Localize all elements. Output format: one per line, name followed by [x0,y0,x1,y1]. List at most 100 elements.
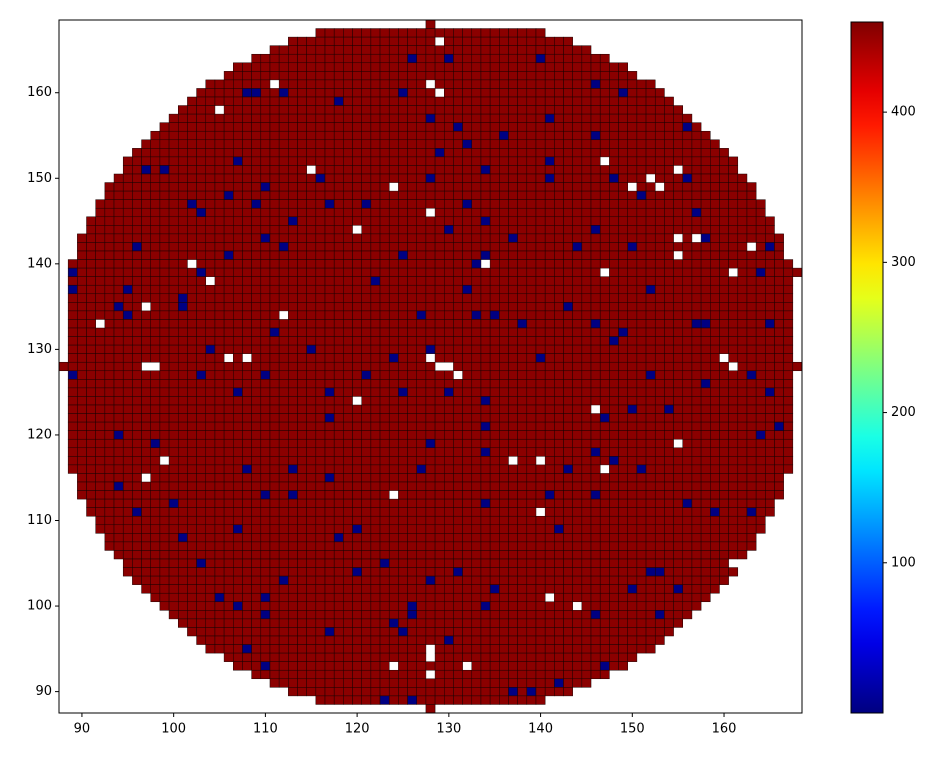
die-cell [343,71,353,81]
die-cell [710,148,720,158]
die-cell [636,575,647,585]
die-cell [489,361,500,372]
die-cell [636,567,647,577]
die-cell [480,96,491,106]
die-cell [86,310,96,320]
die-cell [453,610,463,620]
die-cell [104,498,115,508]
die-cell [278,284,289,295]
die-cell [508,550,518,560]
die-cell [242,541,252,551]
die-cell [168,421,179,431]
die-cell [609,293,619,303]
die-cell [278,584,289,594]
die-cell [370,267,381,277]
die-cell [590,233,601,243]
die-cell [499,173,509,183]
die-cell [673,533,684,543]
die-cell [535,319,546,329]
die-cell [333,225,344,235]
die-cell [233,481,243,491]
die-cell [434,344,445,354]
die-cell [407,96,417,106]
die-cell [783,370,794,380]
die-cell [774,361,784,372]
die-cell [664,396,674,406]
die-cell [297,259,307,269]
die-cell [599,139,610,149]
die-cell [407,276,417,286]
die-cell [260,498,271,508]
die-cell [177,575,188,585]
die-cell [489,438,500,449]
die-cell [581,173,592,183]
die-cell [554,404,564,414]
die-cell [361,387,372,397]
die-cell [535,302,546,312]
die-cell [398,592,408,603]
die-cell [719,541,729,551]
die-cell [288,199,298,209]
die-cell [278,464,289,474]
die-cell [242,464,252,474]
die-cell [324,507,335,517]
die-cell [150,558,161,568]
die-cell [260,88,271,98]
die-cell [306,113,317,123]
die-cell [471,276,482,286]
die-cell [590,225,601,235]
die-cell [700,242,711,252]
die-cell [233,242,243,252]
die-cell [728,473,739,483]
die-cell [710,379,720,389]
die-cell [590,541,601,551]
die-cell [645,507,656,517]
die-cell [333,88,344,98]
die-cell [269,207,280,218]
die-cell [755,447,766,457]
die-cell [315,216,326,226]
die-cell [251,173,262,183]
die-cell [297,490,307,500]
die-cell [471,610,482,620]
die-cell [618,456,628,466]
die-cell [168,379,179,389]
die-cell [599,558,610,568]
die-cell [269,45,280,55]
die-cell [398,233,408,243]
die-cell [233,225,243,235]
die-cell [526,113,537,123]
die-cell [352,62,362,72]
die-cell [352,284,362,295]
die-cell [682,225,693,235]
die-cell [361,404,372,414]
die-cell [324,430,335,440]
die-cell [691,473,702,483]
die-cell [361,207,372,218]
die-cell [453,276,463,286]
die-cell [434,498,445,508]
die-cell [260,139,271,149]
die-cell [444,53,454,64]
die-cell [324,225,335,235]
die-cell [315,28,326,38]
die-cell [581,404,592,414]
die-cell [581,88,592,98]
die-cell [434,584,445,594]
die-cell [654,541,665,551]
die-cell [233,156,243,166]
die-cell [517,404,528,414]
die-cell [544,396,555,406]
die-cell [480,498,491,508]
die-cell [187,327,197,337]
die-cell [398,36,408,46]
die-cell [86,344,96,354]
die-cell [343,575,353,585]
die-cell [150,430,161,440]
die-cell [324,575,335,585]
die-cell [416,276,427,286]
die-cell [627,327,638,337]
die-cell [407,644,417,654]
die-cell [673,575,684,585]
die-cell [609,148,619,158]
